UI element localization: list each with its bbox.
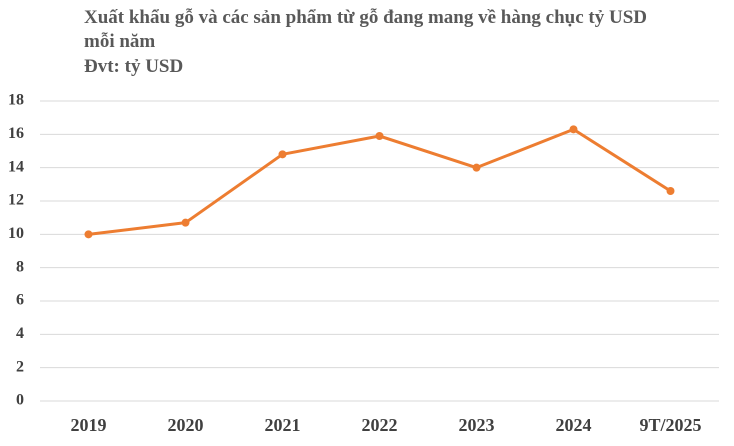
marker <box>278 150 287 159</box>
x-tick-label: 2020 <box>168 415 204 435</box>
chart-subtitle: Đvt: tỷ USD <box>84 56 184 77</box>
y-tick-label: 12 <box>8 192 24 209</box>
y-tick-label: 4 <box>16 325 24 342</box>
y-tick-label: 8 <box>16 258 24 275</box>
x-tick-label: 2023 <box>459 415 495 435</box>
line <box>88 127 672 236</box>
y-tick-label: 6 <box>16 292 24 309</box>
y-tick-label: 18 <box>8 92 24 109</box>
y-tick-label: 14 <box>8 158 24 175</box>
marker <box>181 218 190 227</box>
x-tick-label: 2021 <box>265 415 301 435</box>
y-tick-label: 2 <box>16 358 24 375</box>
chart-title: Xuất khẩu gỗ và các sản phẩm từ gỗ đang … <box>84 7 648 52</box>
marker <box>666 187 675 195</box>
y-tick-label: 16 <box>8 125 24 142</box>
marker <box>472 163 481 172</box>
marker <box>375 132 384 140</box>
y-tick-label: 0 <box>16 392 24 409</box>
y-tick-label: 10 <box>8 225 24 242</box>
x-tick-label: 2024 <box>556 415 592 435</box>
marker <box>84 230 93 239</box>
marker <box>569 125 578 134</box>
x-tick-label: 2022 <box>362 415 398 435</box>
x-tick-label: 9T/2025 <box>639 415 701 435</box>
x-tick-label: 2019 <box>71 415 107 435</box>
